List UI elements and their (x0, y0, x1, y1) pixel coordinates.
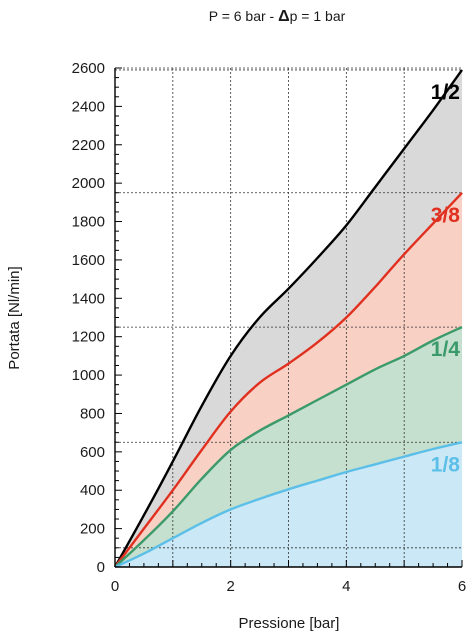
lines-layer (113, 69, 463, 569)
chart-title-delta: Δ (278, 8, 290, 25)
x-tick-label: 2 (226, 578, 234, 595)
series-line-2 (114, 326, 463, 568)
series-label-2: 1/4 (431, 338, 461, 361)
y-tick-label: 1600 (72, 252, 105, 269)
x-tick-label: 0 (111, 578, 119, 595)
y-tick-label: 800 (80, 405, 105, 422)
y-tick-label: 600 (80, 444, 105, 461)
x-tick-label: 4 (342, 578, 350, 595)
y-tick-label: 1400 (72, 290, 105, 307)
series-label-3: 1/8 (431, 453, 461, 476)
axes-layer (114, 67, 463, 568)
y-tick-label: 1800 (72, 214, 105, 231)
y-tick-label: 2400 (72, 98, 105, 115)
y-tick-label: 0 (97, 559, 105, 576)
x-axis-label: Pressione [bar] (239, 615, 340, 632)
y-tick-label: 2600 (72, 60, 105, 77)
series-label-0: 1/2 (431, 81, 460, 104)
y-tick-label: 2200 (72, 137, 105, 154)
y-tick-label: 2000 (72, 175, 105, 192)
x-tick-label: 6 (458, 578, 466, 595)
series-line-1 (114, 191, 463, 568)
series-line-3 (114, 441, 463, 569)
chart-title-part-1: P = 6 bar - (209, 8, 278, 24)
y-tick-label: 400 (80, 482, 105, 499)
y-axis-label: Portata [Nl/min] (6, 266, 23, 369)
labels-layer: 0 200 400 600 800 1000 1200 1400 1600 1800 2000 220… (72, 60, 467, 595)
areas-layer (115, 69, 462, 568)
y-tick-label: 1000 (72, 367, 105, 384)
chart-title: P = 6 bar - Δp = 1 bar (209, 8, 346, 25)
series-label-1: 3/8 (431, 204, 461, 227)
series-line-0 (113, 69, 463, 568)
y-tick-label: 200 (80, 521, 105, 538)
chart-title-part-2: p = 1 bar (290, 8, 346, 24)
y-tick-label: 1200 (72, 329, 105, 346)
